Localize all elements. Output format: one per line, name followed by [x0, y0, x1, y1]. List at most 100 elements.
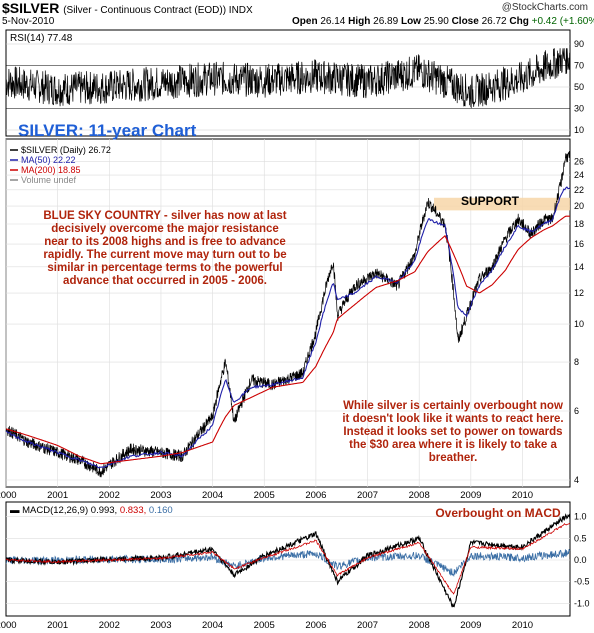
series-ma-50-: [5, 186, 571, 469]
high-label: High: [348, 16, 371, 27]
blue-sky-line: decisively overcome the major resistance: [51, 223, 279, 235]
legend-entry: $SILVER (Daily) 26.72: [21, 145, 111, 155]
macd-panel: 1.0 0.5 0.0 -0.5 -1.0 ▬ MACD(12,26,9) 0.993,…: [5, 501, 590, 617]
x-tick-label: 2000: [0, 490, 17, 501]
overbought-line: Instead it looks set to power on towards: [343, 426, 562, 438]
macd-tick-label: 1.0: [574, 512, 587, 522]
price-panel-frame: [5, 138, 571, 488]
macd-histogram: [5, 549, 571, 578]
series-ma-200-: [5, 215, 570, 465]
overbought-line: breather.: [429, 452, 478, 464]
rsi-layer: 90 70 50 30 10: [5, 39, 584, 135]
legend-entry: Volume undef: [21, 175, 77, 185]
chg-label: Chg: [509, 16, 529, 27]
rsi-title: RSI(14) 77.48: [10, 33, 73, 44]
price-tick-label: 12: [574, 288, 584, 298]
close-value: 26.72: [481, 16, 507, 27]
price-tick-label: 26: [574, 156, 584, 166]
open-label: Open: [292, 16, 318, 27]
overbought-line: the $30 area where it is likely to take …: [349, 439, 557, 451]
x-tick-label-bottom: 2003: [150, 620, 171, 631]
x-tick-label: 2006: [305, 490, 326, 501]
rsi-panel: RSI(14) 77.48 90 70 50 30 10: [5, 29, 584, 137]
macd-tick-label: 0.0: [574, 555, 587, 565]
blue-sky-line: advance that occurred in 2005 - 2006.: [63, 275, 267, 287]
macd-signal-line: [5, 523, 571, 595]
high-value: 26.89: [373, 16, 399, 27]
x-tick-label-bottom: 2001: [47, 620, 68, 631]
legend-entry: MA(50) 22.22: [21, 155, 76, 165]
price-panel: 26 24 22 20 18 16 14 12 10 8 6 4 SUPPORT SILVER: 11…: [5, 121, 584, 488]
rsi-tick-label: 30: [574, 104, 584, 114]
macd-legend: ▬ MACD(12,26,9) 0.993, 0.833, 0.160: [10, 505, 173, 516]
stockcharts-credit: @StockCharts.com: [501, 2, 588, 13]
ohlc-readout: Open 26.14 High 26.89 Low 25.90 Close 26…: [292, 16, 594, 27]
price-tick-label: 24: [574, 170, 584, 180]
x-tick-label-bottom: 2007: [357, 620, 378, 631]
x-tick-label-bottom: 2005: [254, 620, 275, 631]
blue-sky-line: rapidly. The current move may turn out t…: [43, 249, 286, 261]
blue-sky-annotation: BLUE SKY COUNTRY - silver has now at las…: [43, 210, 286, 287]
price-grid: 26 24 22 20 18 16 14 12 10 8 6 4: [5, 139, 584, 487]
support-zone: [434, 197, 570, 211]
overbought-annotation: While silver is certainly overbought now…: [342, 400, 563, 464]
price-tick-label: 10: [574, 319, 584, 329]
series--silver: [5, 150, 571, 478]
macd-note: Overbought on MACD: [435, 506, 561, 520]
price-tick-label: 22: [574, 185, 584, 195]
chart-title: SILVER: 11-year Chart: [18, 121, 197, 140]
blue-sky-line: near to its 2008 highs and is free to ad…: [44, 236, 286, 248]
x-tick-label-bottom: 2004: [202, 620, 223, 631]
x-tick-label: 2008: [409, 490, 430, 501]
macd-tick-label: -0.5: [574, 577, 590, 587]
blue-sky-line: similar in percentage terms to the power…: [47, 262, 282, 274]
price-tick-label: 14: [574, 262, 584, 272]
symbol: $SILVER: [2, 0, 60, 16]
overbought-line: it doesn't look like it wants to react h…: [342, 413, 563, 425]
x-tick-label-bottom: 2006: [305, 620, 326, 631]
legend-entry: MA(200) 18.85: [21, 165, 81, 175]
price-tick-label: 6: [574, 406, 579, 416]
price-tick-label: 8: [574, 357, 579, 367]
low-value: 25.90: [423, 16, 449, 27]
x-tick-label: 2001: [47, 490, 68, 501]
macd-macd-line: [5, 513, 571, 608]
low-label: Low: [400, 16, 421, 27]
x-tick-label-bottom: 2008: [409, 620, 430, 631]
chart-date: 5-Nov-2010: [2, 16, 55, 27]
support-label: SUPPORT: [461, 194, 520, 208]
rsi-tick-label: 10: [574, 125, 584, 135]
price-tick-label: 16: [574, 239, 584, 249]
rsi-tick-label: 90: [574, 39, 584, 49]
close-label: Close: [451, 16, 479, 27]
symbol-description: (Silver - Continuous Contract (EOD)) IND…: [63, 5, 253, 16]
chg-value: +0.42 (+1.60%): [531, 16, 594, 27]
x-tick-label: 2007: [357, 490, 378, 501]
x-tick-label: 2004: [202, 490, 223, 501]
chart-header-title: $SILVER (Silver - Continuous Contract (E…: [2, 0, 253, 16]
x-tick-label-bottom: 2002: [99, 620, 120, 631]
price-tick-label: 18: [574, 219, 584, 229]
x-tick-label: 2005: [254, 490, 275, 501]
macd-legend-value: 0.993,: [91, 505, 120, 516]
open-value: 26.14: [320, 16, 346, 27]
price-tick-label: 20: [574, 201, 584, 211]
blue-sky-line: BLUE SKY COUNTRY - silver has now at las…: [43, 210, 286, 222]
macd-legend-label: ▬ MACD(12,26,9): [10, 505, 91, 516]
macd-legend-histogram: 0.160: [149, 505, 173, 516]
x-axis-price: 2000 2001 2002 2003 2004 2005 2006 2007 2008 2009…: [0, 490, 533, 501]
price-tick-label: 4: [574, 475, 579, 485]
x-tick-label: 2009: [460, 490, 481, 501]
overbought-line: While silver is certainly overbought now: [343, 400, 563, 412]
macd-legend-signal: 0.833,: [120, 505, 149, 516]
x-tick-label-bottom: 2010: [512, 620, 533, 631]
x-tick-label-bottom: 2009: [460, 620, 481, 631]
macd-tick-label: 0.5: [574, 533, 587, 543]
x-tick-label: 2003: [150, 490, 171, 501]
rsi-tick-label: 70: [574, 61, 584, 71]
price-layer: [5, 150, 571, 478]
rsi-line: [5, 48, 570, 109]
macd-tick-label: -1.0: [574, 598, 590, 608]
